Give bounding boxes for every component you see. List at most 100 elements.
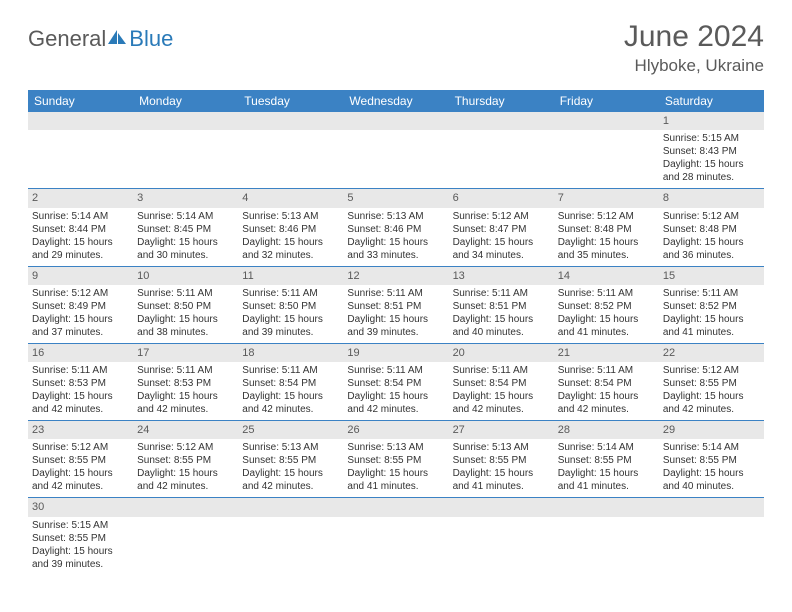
calendar-week-row: 23Sunrise: 5:12 AMSunset: 8:55 PMDayligh… [28, 421, 764, 498]
day-line: Sunset: 8:53 PM [137, 377, 234, 390]
day-number [554, 498, 659, 516]
calendar-cell [554, 112, 659, 189]
day-line: Daylight: 15 hours [137, 390, 234, 403]
day-line: Sunrise: 5:12 AM [137, 441, 234, 454]
day-content: Sunrise: 5:11 AMSunset: 8:50 PMDaylight:… [238, 285, 343, 343]
day-number: 29 [659, 421, 764, 439]
day-line: Daylight: 15 hours [558, 236, 655, 249]
day-line: and 28 minutes. [663, 171, 760, 184]
calendar-cell: 29Sunrise: 5:14 AMSunset: 8:55 PMDayligh… [659, 421, 764, 498]
day-line: Sunset: 8:55 PM [347, 454, 444, 467]
day-content: Sunrise: 5:11 AMSunset: 8:54 PMDaylight:… [554, 362, 659, 420]
day-number [133, 112, 238, 130]
calendar-cell: 25Sunrise: 5:13 AMSunset: 8:55 PMDayligh… [238, 421, 343, 498]
day-line: Sunset: 8:54 PM [347, 377, 444, 390]
day-content: Sunrise: 5:11 AMSunset: 8:54 PMDaylight:… [449, 362, 554, 420]
day-line: Sunset: 8:48 PM [558, 223, 655, 236]
day-header-tuesday: Tuesday [238, 90, 343, 112]
calendar-cell [449, 112, 554, 189]
day-line: and 42 minutes. [347, 403, 444, 416]
day-line: Sunrise: 5:14 AM [32, 210, 129, 223]
calendar-cell [554, 498, 659, 575]
day-line: and 41 minutes. [347, 480, 444, 493]
day-line: Sunrise: 5:11 AM [558, 364, 655, 377]
day-line: and 39 minutes. [242, 326, 339, 339]
day-line: Sunset: 8:45 PM [137, 223, 234, 236]
calendar-cell: 12Sunrise: 5:11 AMSunset: 8:51 PMDayligh… [343, 266, 448, 343]
day-line: Sunset: 8:51 PM [453, 300, 550, 313]
calendar-week-row: 9Sunrise: 5:12 AMSunset: 8:49 PMDaylight… [28, 266, 764, 343]
day-header-wednesday: Wednesday [343, 90, 448, 112]
day-line: and 42 minutes. [453, 403, 550, 416]
day-line: Sunrise: 5:11 AM [663, 287, 760, 300]
day-content: Sunrise: 5:12 AMSunset: 8:55 PMDaylight:… [659, 362, 764, 420]
day-line: Daylight: 15 hours [242, 313, 339, 326]
day-line: and 34 minutes. [453, 249, 550, 262]
day-content: Sunrise: 5:15 AMSunset: 8:55 PMDaylight:… [28, 517, 133, 575]
day-content: Sunrise: 5:12 AMSunset: 8:48 PMDaylight:… [554, 208, 659, 266]
day-content: Sunrise: 5:13 AMSunset: 8:55 PMDaylight:… [449, 439, 554, 497]
day-line: Sunset: 8:44 PM [32, 223, 129, 236]
day-line: Sunrise: 5:12 AM [453, 210, 550, 223]
day-number: 1 [659, 112, 764, 130]
day-line: and 41 minutes. [558, 326, 655, 339]
day-content: Sunrise: 5:11 AMSunset: 8:50 PMDaylight:… [133, 285, 238, 343]
day-line: and 42 minutes. [137, 403, 234, 416]
day-line: and 29 minutes. [32, 249, 129, 262]
title-block: June 2024 Hlyboke, Ukraine [624, 20, 764, 76]
day-number: 15 [659, 267, 764, 285]
day-line: Daylight: 15 hours [663, 467, 760, 480]
day-content: Sunrise: 5:13 AMSunset: 8:55 PMDaylight:… [343, 439, 448, 497]
day-line: Sunrise: 5:11 AM [453, 287, 550, 300]
day-content: Sunrise: 5:14 AMSunset: 8:44 PMDaylight:… [28, 208, 133, 266]
day-number: 13 [449, 267, 554, 285]
calendar-cell: 24Sunrise: 5:12 AMSunset: 8:55 PMDayligh… [133, 421, 238, 498]
day-number: 7 [554, 189, 659, 207]
day-number: 17 [133, 344, 238, 362]
day-line: Sunset: 8:55 PM [137, 454, 234, 467]
day-line: Daylight: 15 hours [558, 467, 655, 480]
day-line: Sunset: 8:55 PM [663, 377, 760, 390]
calendar-cell: 21Sunrise: 5:11 AMSunset: 8:54 PMDayligh… [554, 343, 659, 420]
day-number: 9 [28, 267, 133, 285]
day-line: Sunrise: 5:13 AM [347, 441, 444, 454]
calendar-cell: 26Sunrise: 5:13 AMSunset: 8:55 PMDayligh… [343, 421, 448, 498]
logo-text-general: General [28, 26, 106, 52]
calendar-cell: 9Sunrise: 5:12 AMSunset: 8:49 PMDaylight… [28, 266, 133, 343]
day-header-saturday: Saturday [659, 90, 764, 112]
calendar-cell: 20Sunrise: 5:11 AMSunset: 8:54 PMDayligh… [449, 343, 554, 420]
day-line: Sunrise: 5:13 AM [347, 210, 444, 223]
day-line: and 41 minutes. [663, 326, 760, 339]
day-line: Daylight: 15 hours [137, 236, 234, 249]
day-line: Daylight: 15 hours [137, 467, 234, 480]
calendar-cell: 11Sunrise: 5:11 AMSunset: 8:50 PMDayligh… [238, 266, 343, 343]
day-line: Sunrise: 5:11 AM [242, 287, 339, 300]
calendar-cell: 8Sunrise: 5:12 AMSunset: 8:48 PMDaylight… [659, 189, 764, 266]
calendar-cell: 14Sunrise: 5:11 AMSunset: 8:52 PMDayligh… [554, 266, 659, 343]
day-line: Sunset: 8:55 PM [242, 454, 339, 467]
calendar-cell: 30Sunrise: 5:15 AMSunset: 8:55 PMDayligh… [28, 498, 133, 575]
day-content: Sunrise: 5:13 AMSunset: 8:55 PMDaylight:… [238, 439, 343, 497]
day-line: Daylight: 15 hours [347, 236, 444, 249]
day-line: and 42 minutes. [242, 403, 339, 416]
calendar-table: Sunday Monday Tuesday Wednesday Thursday… [28, 90, 764, 575]
day-number: 2 [28, 189, 133, 207]
day-line: Daylight: 15 hours [242, 390, 339, 403]
day-line: and 41 minutes. [558, 480, 655, 493]
day-line: Sunset: 8:50 PM [137, 300, 234, 313]
calendar-cell: 7Sunrise: 5:12 AMSunset: 8:48 PMDaylight… [554, 189, 659, 266]
day-line: Daylight: 15 hours [32, 236, 129, 249]
day-content: Sunrise: 5:13 AMSunset: 8:46 PMDaylight:… [343, 208, 448, 266]
day-line: and 30 minutes. [137, 249, 234, 262]
day-number: 16 [28, 344, 133, 362]
calendar-cell [659, 498, 764, 575]
location-label: Hlyboke, Ukraine [624, 56, 764, 76]
day-line: Daylight: 15 hours [453, 313, 550, 326]
day-content: Sunrise: 5:11 AMSunset: 8:52 PMDaylight:… [659, 285, 764, 343]
calendar-cell [133, 112, 238, 189]
calendar-cell: 10Sunrise: 5:11 AMSunset: 8:50 PMDayligh… [133, 266, 238, 343]
day-line: and 41 minutes. [453, 480, 550, 493]
day-header-row: Sunday Monday Tuesday Wednesday Thursday… [28, 90, 764, 112]
day-line: Daylight: 15 hours [32, 545, 129, 558]
day-line: Sunrise: 5:13 AM [453, 441, 550, 454]
